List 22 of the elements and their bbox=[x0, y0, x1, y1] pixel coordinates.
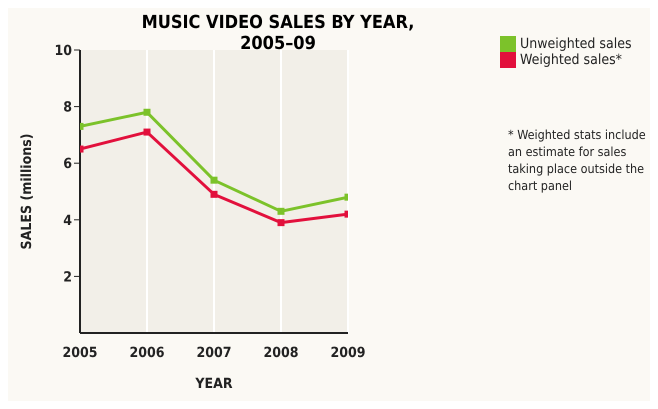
point bbox=[144, 128, 150, 136]
point bbox=[278, 219, 284, 226]
y-tick-label: 2 bbox=[63, 269, 72, 286]
y-axis-title: SALES (millions) bbox=[18, 134, 35, 250]
x-axis-title: YEAR bbox=[194, 376, 233, 392]
text: * Weighted stats include an estimate for sales taking place outside the chart panel bbox=[508, 126, 646, 194]
point bbox=[144, 108, 150, 116]
x-tick-label: 2005 bbox=[62, 344, 98, 361]
point bbox=[210, 176, 218, 184]
x-tick-label: 2007 bbox=[196, 344, 232, 361]
chart-title: MUSIC VIDEO SALES BY YEAR, 2005–09 bbox=[140, 12, 416, 54]
y-tick-label: 6 bbox=[63, 156, 72, 172]
y-tick-label: 4 bbox=[63, 212, 72, 229]
point bbox=[278, 208, 284, 215]
y-tick-label: 8 bbox=[63, 100, 72, 116]
x-tick-label: 2009 bbox=[330, 344, 366, 361]
x-tick-label: 2006 bbox=[129, 344, 165, 361]
legend-label: Unweighted sales bbox=[520, 36, 632, 52]
point bbox=[210, 190, 218, 198]
x-tick-label: 2008 bbox=[263, 344, 299, 361]
y-tick-label: 10 bbox=[54, 42, 72, 59]
legend-label: Weighted sales* bbox=[520, 52, 622, 68]
